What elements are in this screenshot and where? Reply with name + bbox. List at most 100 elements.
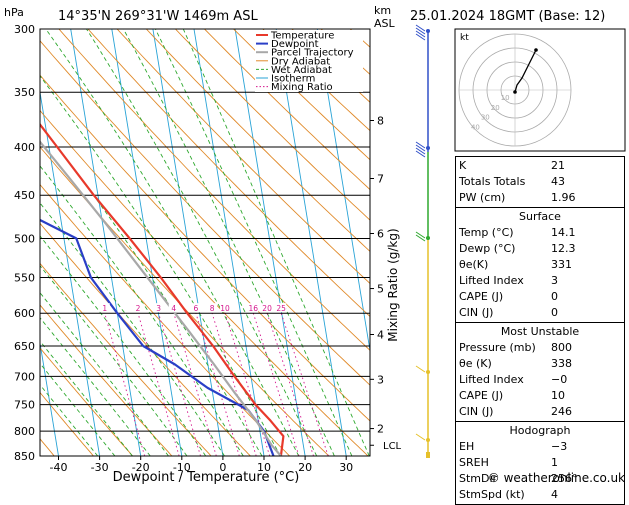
most-unstable-row: Lifted Index −0 (459, 372, 621, 388)
isotherm-line (40, 340, 59, 456)
legend-label: Isotherm (271, 74, 315, 85)
dry-adiabat-line (40, 109, 369, 456)
isotherm-line (152, 29, 224, 456)
surface-row: θe(K) 331 (459, 257, 621, 273)
mixing-ratio-label: 6 (193, 304, 198, 313)
hodograph-table-value: 1 (551, 456, 558, 469)
hodograph-storm-dot (513, 90, 517, 94)
series-line-parcel-trajectory (40, 140, 282, 456)
background-lines (40, 29, 370, 456)
wind-base-mark (426, 452, 430, 458)
pressure-tick-label: 400 (14, 141, 35, 154)
legend-label: Dry Adiabat (271, 56, 330, 67)
wet-adiabat-line (85, 29, 318, 456)
legend-label: Parcel Trajectory (271, 48, 354, 59)
mixing-ratio-line (104, 313, 146, 456)
legend-bg (255, 30, 363, 92)
wind-barb-flag (415, 30, 426, 38)
legend-label: Dewpoint (271, 39, 319, 50)
date-title: 25.01.2024 18GMT (Base: 12) (410, 9, 605, 24)
pressure-tick-label: 350 (14, 86, 35, 99)
surface-label: Temp (°C) (459, 226, 514, 239)
mixing-ratio-label: 2 (136, 304, 141, 313)
mixing-ratio-label: 20 (262, 304, 272, 313)
hpa-unit: hPa (4, 6, 24, 19)
hodograph-ring-label: 10 (501, 94, 510, 102)
mixing-ratio-label-bg (99, 303, 110, 313)
mixing-ratio-label: 25 (276, 304, 286, 313)
dry-adiabat-line (40, 74, 370, 422)
hodograph-table-label: SREH (459, 456, 489, 469)
index-label: PW (cm) (459, 191, 506, 204)
most-unstable-title: Most Unstable (500, 325, 580, 338)
surface-row: CAPE (J) 0 (459, 289, 621, 305)
temperature-tick-label: -30 (91, 461, 109, 474)
temperature-tick-label: -40 (50, 461, 68, 474)
legend-label: Temperature (270, 31, 334, 42)
most-unstable-row: θe (K) 338 (459, 356, 621, 372)
wind-barb-dot (426, 146, 430, 150)
profile-series (40, 122, 285, 456)
surface-row: CIN (J) 0 (459, 305, 621, 321)
isotherm-line (316, 29, 370, 354)
mixing-ratio-label: 16 (248, 304, 258, 313)
wet-adiabat-line (40, 235, 207, 456)
legend-label: Mixing Ratio (271, 82, 333, 93)
wind-barb-flag (415, 150, 426, 158)
mixing-ratio-label: 10 (220, 304, 230, 313)
hodograph-table-title: Hodograph (509, 424, 571, 437)
wet-adiabat-line (154, 29, 353, 456)
km-unit: km (374, 4, 391, 17)
mixing-ratio-axis-label: Mixing Ratio (g/kg) (386, 228, 400, 341)
hodograph-table-row: SREH 1 (459, 455, 621, 471)
wind-barb-flag (415, 147, 426, 155)
dry-adiabat-line (40, 262, 212, 456)
mixing-ratio-label-bg (153, 303, 164, 313)
pressure-tick-label: 450 (14, 189, 35, 202)
index-value: 1.96 (551, 191, 576, 204)
mixing-ratio-label-bg (168, 303, 179, 313)
wet-adiabat-line (40, 264, 188, 456)
km-tick-label: 2 (377, 423, 384, 436)
mixing-ratio-label-bg (133, 303, 144, 313)
isotherm-line (193, 29, 265, 456)
mixing-ratio-line (158, 313, 201, 456)
indices-panel: K 21 Totals Totals 43 PW (cm) 1.96 Surface Tem… (455, 156, 625, 505)
surface-value: 3 (551, 274, 558, 287)
mixing-ratio-line (224, 313, 271, 456)
wind-barb-flag (415, 27, 426, 35)
pressure-tick-label: 550 (14, 272, 35, 285)
dry-adiabat-line (145, 29, 370, 253)
most-unstable-value: 10 (551, 389, 565, 402)
mixing-ratio-label-bg (248, 303, 259, 313)
location-title: 14°35'N 269°31'W 1469m ASL (58, 9, 258, 24)
temperature-tick-label: 20 (298, 461, 312, 474)
hodograph-table-value: −3 (551, 440, 568, 453)
isotherm-line (40, 89, 101, 456)
km-tick-label: 6 (377, 227, 384, 240)
dry-adiabat-line (40, 40, 370, 386)
pressure-tick-label: 650 (14, 340, 35, 353)
isotherm-line (275, 29, 347, 456)
hodograph-table-label: StmDir (459, 472, 498, 485)
mixing-ratio-label: 3 (156, 304, 161, 313)
axes: 300350400450500550600650700750800850-40-… (14, 23, 402, 474)
pressure-tick-label: 700 (14, 370, 35, 383)
most-unstable-row: CIN (J) 246 (459, 404, 621, 420)
wet-adiabat-line (40, 75, 281, 456)
series-line-dewpoint (40, 218, 275, 456)
most-unstable-label: CIN (J) (459, 405, 494, 418)
wet-adiabat-line (40, 202, 225, 456)
plot-frame (39, 28, 371, 457)
most-unstable-value: −0 (551, 373, 568, 386)
surface-value: 0 (551, 306, 558, 319)
wind-barb-flag (415, 231, 426, 239)
dry-adiabat-line (40, 391, 94, 456)
mixing-ratio-label: 4 (171, 304, 176, 313)
mixing-ratio-line (173, 313, 217, 456)
wet-adiabat-line (182, 29, 370, 456)
hodograph-table-row: StmSpd (kt) 4 (459, 487, 621, 503)
index-label: Totals Totals (459, 175, 526, 188)
wind-barb-flag (415, 365, 426, 373)
